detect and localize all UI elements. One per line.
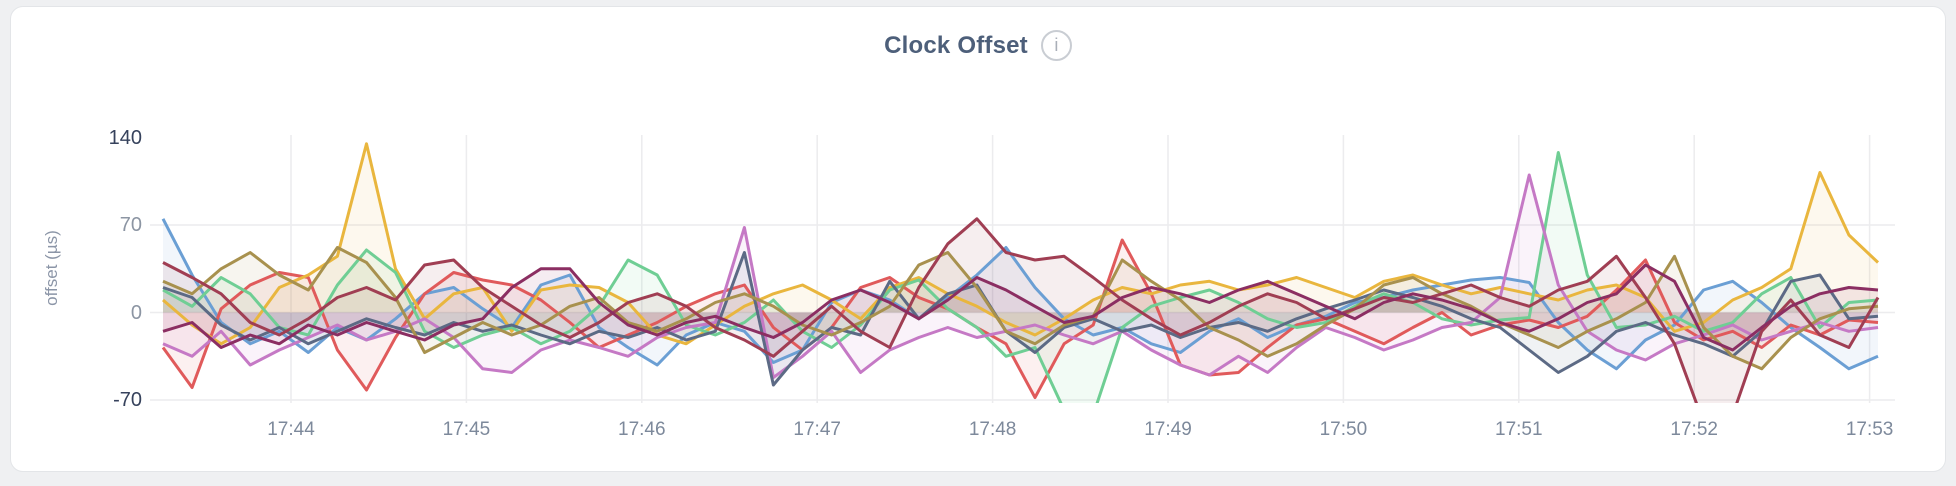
info-icon[interactable]: i (1040, 30, 1072, 61)
series-area-plum (163, 265, 1878, 350)
x-axis-tick-label: 17:49 (1144, 419, 1192, 440)
info-icon-glyph: i (1054, 35, 1059, 55)
x-axis-tick-label: 17:45 (442, 419, 491, 440)
series-line-slate (162, 251, 1879, 387)
chart-card (10, 6, 1946, 472)
y-axis-tick-label: 140 (108, 126, 142, 149)
x-axis-tick-label: 17:52 (1670, 419, 1718, 440)
series-line-orchid (162, 173, 1879, 379)
series-line-red (161, 238, 1879, 399)
series-group (161, 142, 1880, 403)
chart-header: Clock Offset i (0, 30, 1956, 61)
x-axis-tick-label: 17:51 (1495, 419, 1543, 440)
x-axis-tick-label: 17:47 (793, 419, 841, 440)
series-line-maroon (162, 217, 1880, 403)
series-area-blue (163, 218, 1878, 369)
series-line-khaki (162, 246, 1879, 371)
series-area-maroon (163, 218, 1878, 403)
y-axis-tick-label: 70 (119, 214, 142, 236)
x-axis-tick-label: 17:53 (1845, 419, 1894, 440)
x-axis-tick-label: 17:50 (1319, 419, 1368, 440)
series-line-plum (162, 263, 1879, 352)
x-axis-tick-label: 17:44 (267, 419, 315, 440)
x-axis-tick-label: 17:48 (968, 419, 1017, 440)
series-area-red (163, 240, 1878, 398)
y-axis-tick-label: 0 (130, 301, 142, 324)
chart-title: Clock Offset (884, 31, 1028, 59)
y-axis-tick-label: -70 (113, 389, 142, 411)
gridlines (150, 135, 1895, 403)
series-line-green (162, 151, 1879, 403)
series-area-slate (163, 252, 1878, 385)
x-axis-tick-label: 17:46 (618, 419, 666, 440)
